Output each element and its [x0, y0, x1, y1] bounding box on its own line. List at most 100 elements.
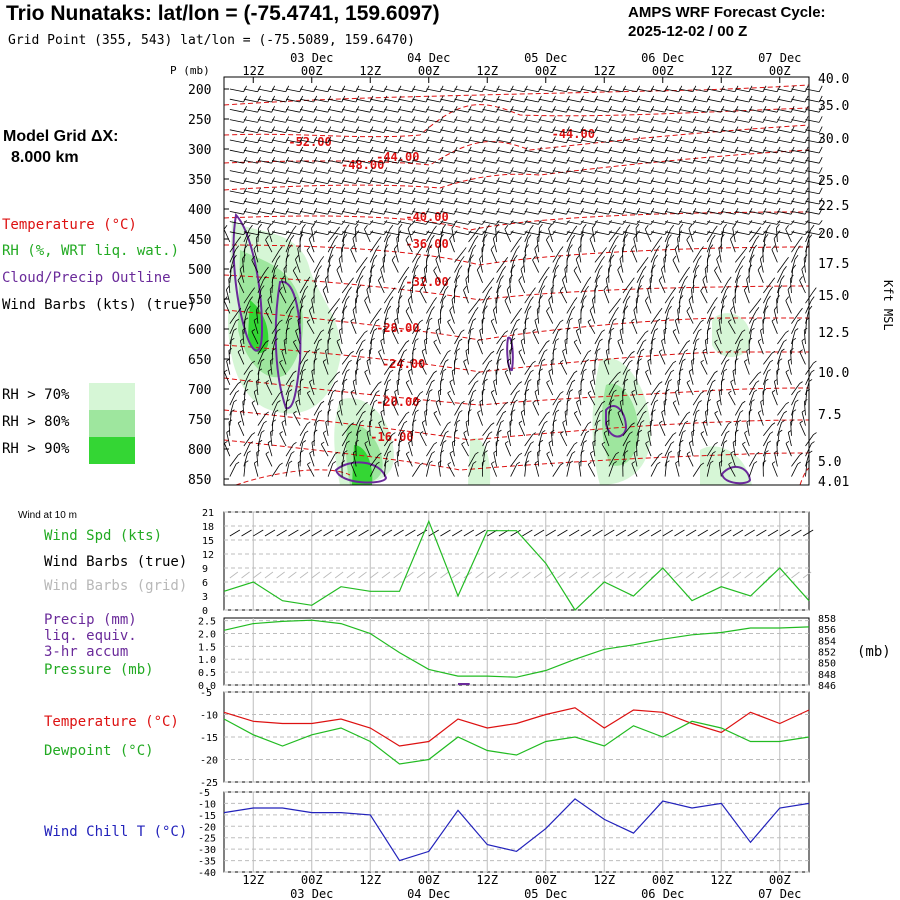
wind-barb-1445: [341, 244, 345, 249]
wind-barb-2175: [751, 327, 755, 331]
wind-barb-1905: [626, 295, 631, 301]
legend-rh70-swatch: [89, 383, 135, 410]
precip-ytick-3: 1.5: [198, 642, 216, 653]
wind-barb-769: [327, 177, 332, 184]
wind-barb-1319: [635, 223, 640, 229]
wind-barb-1652: [617, 269, 624, 283]
wind-barb-294: [524, 119, 539, 123]
wind-barb-2284: [341, 353, 351, 365]
wind-barb-598: [299, 160, 314, 164]
grid-barb-83: [709, 571, 718, 579]
wind-barb-2118: [355, 332, 365, 345]
wind-barb-67: [706, 85, 711, 92]
wind-barb-3076: [592, 442, 596, 457]
wind-barb-2144: [532, 331, 540, 345]
wind-barb-2038: [383, 319, 386, 334]
wind-barb-49: [580, 85, 584, 92]
wind-barb-457: [495, 136, 500, 143]
profile-panel: -52.00-48.00-44.00-44.00-40.00-36.00-32.…: [170, 64, 895, 490]
wind-barb-1512: [229, 258, 234, 273]
wind-barb-59: [650, 85, 655, 92]
wind-barb-2937: [790, 419, 794, 423]
wind-barb-2772: [229, 411, 232, 426]
wind-barb-725: [608, 167, 612, 174]
wind-barb-2410: [636, 360, 640, 375]
wind-barb-1198: [384, 231, 399, 235]
wind-barb-1497: [709, 244, 714, 249]
wind-barb-1978: [546, 310, 554, 324]
wind-barb-2661: [622, 388, 626, 392]
wind-barb-2857: [228, 419, 233, 423]
wind-barb-2420: [700, 361, 708, 375]
wind-barb-1629: [458, 265, 463, 270]
wind-barb-1116: [398, 221, 413, 225]
wind-barb-2023: [279, 319, 283, 323]
wind-barb-2354: [243, 362, 253, 375]
wind-barb-2277: [281, 348, 285, 352]
wind-barb-149: [692, 95, 697, 103]
bottom-hour-9: 00Z: [769, 873, 791, 887]
grid-barb-25: [370, 571, 379, 579]
wind-barb-284: [454, 119, 469, 123]
wind-barb-2204: [369, 340, 373, 355]
wind-barb-1030: [384, 211, 399, 215]
wind-barb-2036: [369, 320, 377, 334]
wind-barb-670: [805, 160, 820, 164]
wind-barb-2633: [429, 389, 433, 392]
wind-barb-2663: [631, 389, 635, 393]
grid-barb-19: [334, 571, 344, 579]
wind-barb-2399: [550, 358, 555, 362]
wind-barb-3059: [461, 441, 465, 445]
wind-barb-645: [636, 157, 641, 164]
wind-barb-2122: [382, 330, 385, 345]
wind-barb-143: [650, 95, 655, 103]
wind-barb-955: [453, 197, 458, 205]
wind-barb-2629: [394, 389, 398, 393]
wind-barb-2690: [242, 401, 245, 416]
wind-barb-114: [440, 98, 455, 103]
wind-barb-177: [299, 106, 304, 113]
wind-barb-1825: [647, 285, 651, 290]
wind-barb-323: [734, 116, 739, 123]
wind-barb-858: [356, 190, 371, 195]
legend-wind-barbs: Wind Barbs (kts) (true): [2, 297, 196, 313]
wind-barb-2757: [707, 399, 712, 402]
wind-barb-3271: [772, 461, 776, 464]
wind-barb-327: [762, 116, 767, 123]
wind-barb-1604: [283, 268, 287, 283]
wind-barb-2976: [482, 433, 490, 447]
wind-barb-2509: [732, 368, 737, 372]
wind-barb-1036: [426, 211, 441, 215]
wind-barb-1824: [647, 289, 652, 304]
wind-barb-1448: [369, 249, 377, 263]
wind-barb-3052: [426, 444, 435, 457]
wind-barb-984: [650, 200, 665, 205]
wind-barb-997: [748, 197, 753, 205]
wind-barb-1571: [644, 256, 649, 262]
wind-barb-743: [734, 167, 739, 174]
wind-barb-1741: [649, 274, 654, 280]
wind-barb-2105: [251, 329, 256, 332]
wind-barb-2342: [746, 350, 750, 365]
wind-barb-976: [594, 200, 609, 205]
wind-barb-1757: [771, 277, 776, 283]
wind-barb-1060: [594, 211, 609, 215]
wind-barb-2159: [645, 330, 649, 334]
wind-barb-1947: [334, 307, 339, 312]
wind-barb-1601: [265, 266, 269, 272]
wind-barb-85: [243, 95, 247, 103]
wind-barb-2927: [728, 421, 732, 425]
wind-barb-604: [342, 160, 356, 164]
wind-barb-904: [679, 190, 693, 195]
wind-barb-332: [791, 119, 806, 123]
wind-barb-1446: [350, 249, 357, 263]
wind-barb-2301: [456, 348, 461, 351]
wind-barb-1996: [677, 309, 680, 324]
wind-barb-1300: [504, 229, 512, 243]
wind-barb-3205: [307, 461, 311, 465]
wind-barb-1833: [700, 286, 704, 292]
wind-barb-1793: [419, 286, 424, 292]
wind-barb-2743: [610, 399, 615, 402]
wind-barb-2936: [790, 421, 792, 436]
wind-barb-1067: [650, 208, 655, 215]
